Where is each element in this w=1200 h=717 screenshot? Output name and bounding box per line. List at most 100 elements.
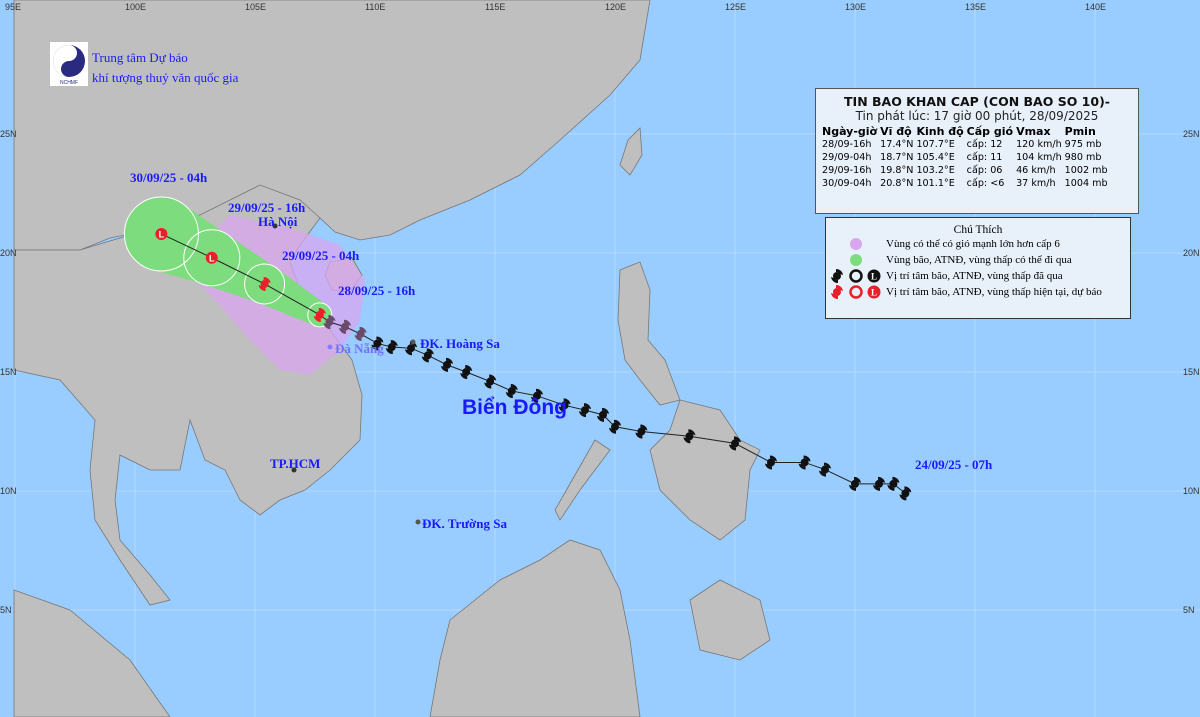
table-cell: 29/09-16h [822,165,872,176]
lon-label: 125E [725,2,747,12]
table-cell: cấp: 12 [966,139,1003,150]
past-storm-icon [323,315,336,330]
cone-outline [307,302,333,328]
past-storm-icon [460,364,473,380]
table-cell: 28/09-16h [822,139,872,150]
lat-label: 20N [1183,248,1200,258]
table-cell: 20.8°N [880,178,914,189]
table-cell: 107.7°E [916,139,955,150]
column-header: Kinh độ [916,125,964,138]
table-cell: cấp: 06 [966,165,1003,176]
storm-icon [831,268,843,284]
past-storm-icon [354,326,367,341]
storm-track: LL [155,227,912,501]
hoangsa-marker [410,339,416,345]
lon-label: 130E [845,2,867,12]
forecast-low-icon: L [155,227,168,240]
cone-segment [199,232,274,302]
table-cell: 103.2°E [916,165,955,176]
svg-text:L: L [871,288,877,298]
legend-title: Chú Thích [953,224,1003,236]
past-storm-icon [385,340,398,355]
svg-text:NCHMF: NCHMF [60,80,78,86]
bulletin-title: TIN BAO KHAN CAP (CON BAO SO 10)- [844,94,1110,109]
past-storm-icon [339,319,351,334]
table-cell: 1002 mb [1064,165,1108,176]
lon-label: 100E [125,2,147,12]
cone-outline [183,229,241,287]
past-storm-icon [531,388,543,403]
tphcm-marker [291,467,297,473]
past-storm-icon [849,476,861,491]
past-storm-icon [371,336,384,351]
org-line2: khí tượng thuỷ văn quốc gia [92,70,239,85]
past-storm-icon [405,341,417,356]
table-cell: 104 km/h [1016,152,1062,163]
past-storm-icon [579,403,591,418]
lon-label: 110E [365,2,386,12]
legend-label: Vùng có thể có gió mạnh lớn hơn cấp 6 [886,238,1060,250]
table-cell: cấp: <6 [966,178,1005,189]
lat-label: 15N [1183,367,1200,377]
past-storm-icon [505,384,518,399]
past-storm-icon [597,407,609,422]
forecast-low-icon: L [205,251,218,264]
past-storm-icon [635,424,648,439]
label-tphcm: TP.HCM [270,456,321,471]
past-storm-icon [819,462,831,477]
legend-label: Vị trí tâm bão, ATNĐ, vùng thấp hiện tại… [886,286,1102,298]
forecast-table: Ngày-giờ Vĩ độ Kinh độ Cấp gió Vmax Pmin 28/0… [822,125,1111,190]
depression-icon [849,269,863,283]
label-29-09-04h: 29/09/25 - 04h [282,248,360,263]
past-storm-icon [441,357,453,372]
lat-label: 10N [1183,486,1200,496]
legend-item-wind: Vùng có thể có gió mạnh lớn hơn cấp 6 [826,236,1130,252]
lon-label: 95E [5,2,22,12]
legend-item-past: L Vị trí tâm bão, ATNĐ, vùng thấp đã qua [826,268,1130,284]
lon-label: 140E [1085,2,1107,12]
svg-text:L: L [159,229,165,239]
lat-label: 5N [0,605,12,615]
bulletin-panel: TIN BAO KHAN CAP (CON BAO SO 10)- Tin ph… [815,88,1139,214]
lat-label: 5N [1183,605,1195,615]
lat-label: 20N [0,248,17,258]
forecast-storm-icon [258,276,271,291]
table-cell: 19.8°N [880,165,914,176]
past-storm-icon [729,436,741,451]
past-storm-icon [887,476,900,491]
lat-label: 10N [0,486,17,496]
table-cell: 980 mb [1064,152,1102,163]
cone-outline [244,263,286,305]
table-row: 30/09-04h 20.8°N 101.1°E cấp: <6 37 km/h 1004… [822,177,1111,190]
past-storm-icon [798,455,811,470]
lat-label: 25N [1183,129,1200,139]
label-hanoi: Hà Nội [258,214,298,229]
depression-icon [849,285,863,299]
lon-label: 135E [965,2,987,12]
label-bien-dong: Biển Đông [462,396,567,419]
legend-symbols: L [831,268,881,284]
label-start: 24/09/25 - 07h [915,457,993,472]
column-header: Pmin [1064,125,1096,138]
org-name: Trung tâm Dự báo khí tượng thuỷ văn quốc… [92,48,238,88]
lat-label: 25N [0,129,17,139]
cone-segment [145,200,224,284]
svg-text:L: L [871,272,877,282]
table-cell: 29/09-04h [822,152,872,163]
svg-text:L: L [209,253,215,263]
legend-label: Vị trí tâm bão, ATNĐ, vùng thấp đã qua [886,270,1063,282]
cone-outline [123,196,199,272]
lon-label: 120E [605,2,627,12]
column-header: Vĩ độ [880,125,912,138]
low-icon [867,285,881,299]
cone-segment [254,266,326,326]
label-28-09: 28/09/25 - 16h [338,283,416,298]
past-storm-icon [484,374,497,389]
legend-panel: Chú Thích Vùng có thể có gió mạnh lớn hơ… [825,217,1131,319]
danang-marker [327,344,333,350]
past-storm-icon [899,486,912,501]
table-cell: 18.7°N [880,152,914,163]
table-row: 28/09-16h 17.4°N 107.7°E cấp: 12 120 km/h 975… [822,138,1111,151]
lon-label: 105E [245,2,267,12]
past-storm-icon [765,455,777,470]
